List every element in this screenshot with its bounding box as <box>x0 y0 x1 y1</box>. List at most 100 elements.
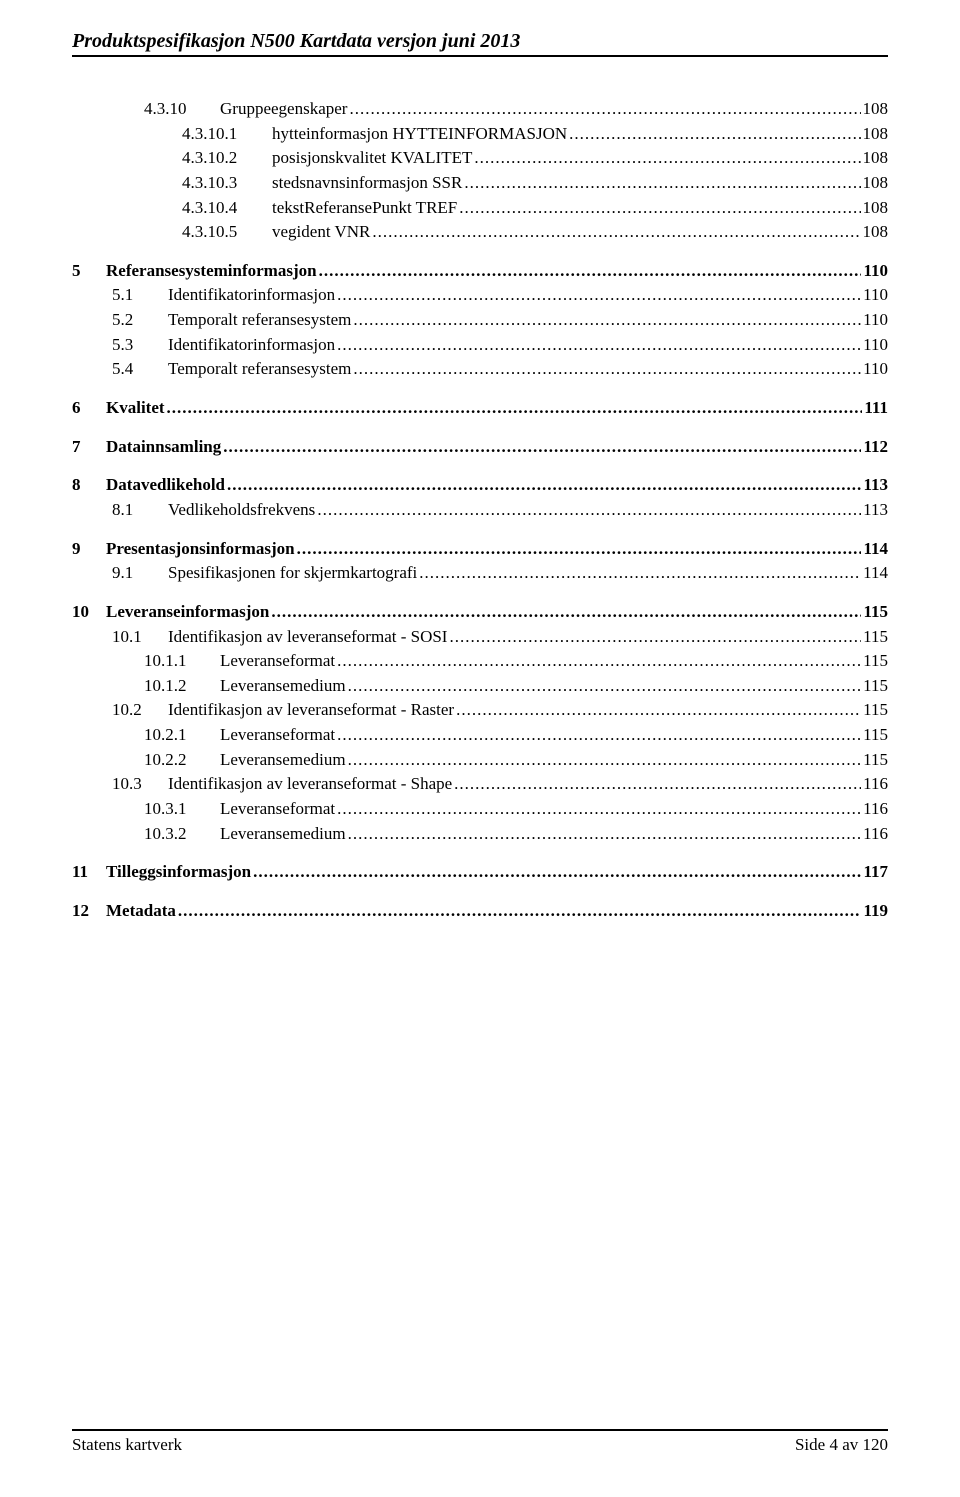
toc-entry-number: 10.1.2 <box>144 674 220 699</box>
toc-entry: 10.2.2Leveransemedium115 <box>144 748 888 773</box>
toc-entry: 11Tilleggsinformasjon117 <box>72 860 888 885</box>
toc-leader-dots <box>167 396 863 421</box>
toc-entry-title: stedsnavnsinformasjon SSR <box>272 171 462 196</box>
toc-entry: 10.3Identifikasjon av leveranseformat - … <box>112 772 888 797</box>
toc-leader-dots <box>223 435 861 460</box>
toc-leader-dots <box>419 561 861 586</box>
toc-entry-title: hytteinformasjon HYTTEINFORMASJON <box>272 122 567 147</box>
toc-entry-title: Identifikasjon av leveranseformat - Shap… <box>168 772 452 797</box>
toc-entry-number: 10.3.2 <box>144 822 220 847</box>
toc-spacer <box>72 523 888 537</box>
toc-entry: 9.1Spesifikasjonen for skjermkartografi1… <box>112 561 888 586</box>
toc-entry: 4.3.10.5vegident VNR108 <box>182 220 888 245</box>
toc-entry: 4.3.10.4tekstReferansePunkt TREF108 <box>182 196 888 221</box>
toc-entry-page: 115 <box>863 674 888 699</box>
toc-entry-title: Vedlikeholdsfrekvens <box>168 498 315 523</box>
toc-entry: 8.1Vedlikeholdsfrekvens113 <box>112 498 888 523</box>
toc-spacer <box>72 459 888 473</box>
toc-spacer <box>72 382 888 396</box>
toc-entry: 4.3.10.1hytteinformasjon HYTTEINFORMASJO… <box>182 122 888 147</box>
toc-entry-title: Leveranseinformasjon <box>106 600 269 625</box>
toc-entry: 4.3.10Gruppeegenskaper108 <box>144 97 888 122</box>
toc-entry: 9Presentasjonsinformasjon114 <box>72 537 888 562</box>
toc-entry-title: Spesifikasjonen for skjermkartografi <box>168 561 417 586</box>
toc-entry: 10Leveranseinformasjon115 <box>72 600 888 625</box>
toc-entry-page: 119 <box>863 899 888 924</box>
toc-leader-dots <box>348 748 862 773</box>
toc-entry-number: 10.2.2 <box>144 748 220 773</box>
toc-entry-number: 12 <box>72 899 106 924</box>
toc-entry-title: Gruppeegenskaper <box>220 97 347 122</box>
toc-leader-dots <box>454 772 861 797</box>
toc-leader-dots <box>569 122 860 147</box>
toc-entry-page: 116 <box>863 772 888 797</box>
toc-leader-dots <box>319 259 862 284</box>
toc-leader-dots <box>449 625 861 650</box>
toc-leader-dots <box>317 498 861 523</box>
toc-entry: 10.1.2Leveransemedium 115 <box>144 674 888 699</box>
footer-text-line: Statens kartverk Side 4 av 120 <box>72 1435 888 1455</box>
toc-entry-number: 9 <box>72 537 106 562</box>
toc-entry-title: vegident VNR <box>272 220 370 245</box>
toc-entry-title: Tilleggsinformasjon <box>106 860 251 885</box>
toc-entry-title: Leveransemedium <box>220 822 346 847</box>
toc-entry-number: 10.3 <box>112 772 168 797</box>
toc-entry-page: 115 <box>863 649 888 674</box>
toc-spacer <box>72 421 888 435</box>
toc-entry-page: 115 <box>863 600 888 625</box>
toc-entry-title: Leveransemedium <box>220 748 346 773</box>
toc-entry-page: 110 <box>863 283 888 308</box>
toc-entry-title: Referansesysteminformasjon <box>106 259 317 284</box>
toc-entry-title: Leveranseformat <box>220 723 335 748</box>
toc-leader-dots <box>337 333 861 358</box>
toc-leader-dots <box>253 860 861 885</box>
toc-spacer <box>72 586 888 600</box>
toc-entry-page: 117 <box>863 860 888 885</box>
toc-entry-title: Temporalt referansesystem <box>168 308 351 333</box>
toc-entry-page: 110 <box>863 333 888 358</box>
toc-entry-page: 111 <box>864 396 888 421</box>
toc-entry: 10.1.1Leveranseformat115 <box>144 649 888 674</box>
toc-entry: 12Metadata 119 <box>72 899 888 924</box>
toc-entry-number: 4.3.10 <box>144 97 220 122</box>
toc-leader-dots <box>459 196 860 221</box>
toc-leader-dots <box>271 600 861 625</box>
document-page: Produktspesifikasjon N500 Kartdata versj… <box>0 0 960 1497</box>
toc-leader-dots <box>474 146 860 171</box>
toc-entry: 10.3.1Leveranseformat116 <box>144 797 888 822</box>
toc-entry-page: 110 <box>863 308 888 333</box>
toc-entry-page: 108 <box>863 122 889 147</box>
toc-entry: 4.3.10.3stedsnavnsinformasjon SSR108 <box>182 171 888 196</box>
toc-entry-page: 112 <box>863 435 888 460</box>
toc-entry-number: 5.2 <box>112 308 168 333</box>
footer-left-text: Statens kartverk <box>72 1435 182 1455</box>
footer-divider <box>72 1429 888 1431</box>
toc-entry-number: 10.1.1 <box>144 649 220 674</box>
toc-entry-page: 115 <box>863 698 888 723</box>
toc-entry-page: 113 <box>863 498 888 523</box>
toc-entry-title: Metadata <box>106 899 176 924</box>
toc-leader-dots <box>353 357 861 382</box>
toc-entry: 8Datavedlikehold113 <box>72 473 888 498</box>
toc-entry-page: 115 <box>863 625 888 650</box>
toc-entry: 10.2.1Leveranseformat115 <box>144 723 888 748</box>
toc-entry-title: posisjonskvalitet KVALITET <box>272 146 472 171</box>
toc-leader-dots <box>372 220 860 245</box>
toc-spacer <box>72 846 888 860</box>
toc-entry-page: 116 <box>863 797 888 822</box>
toc-entry-page: 114 <box>863 537 888 562</box>
toc-leader-dots <box>178 899 862 924</box>
toc-entry: 5Referansesysteminformasjon110 <box>72 259 888 284</box>
toc-entry-title: Temporalt referansesystem <box>168 357 351 382</box>
toc-entry-number: 10.2 <box>112 698 168 723</box>
toc-spacer <box>72 245 888 259</box>
toc-entry-title: Leveransemedium <box>220 674 346 699</box>
toc-entry-title: tekstReferansePunkt TREF <box>272 196 457 221</box>
toc-entry-page: 108 <box>863 220 889 245</box>
toc-spacer <box>72 885 888 899</box>
toc-entry-page: 110 <box>863 357 888 382</box>
toc-entry-number: 7 <box>72 435 106 460</box>
page-header-title: Produktspesifikasjon N500 Kartdata versj… <box>72 30 888 53</box>
footer-right-text: Side 4 av 120 <box>795 1435 888 1455</box>
toc-entry-number: 5.4 <box>112 357 168 382</box>
